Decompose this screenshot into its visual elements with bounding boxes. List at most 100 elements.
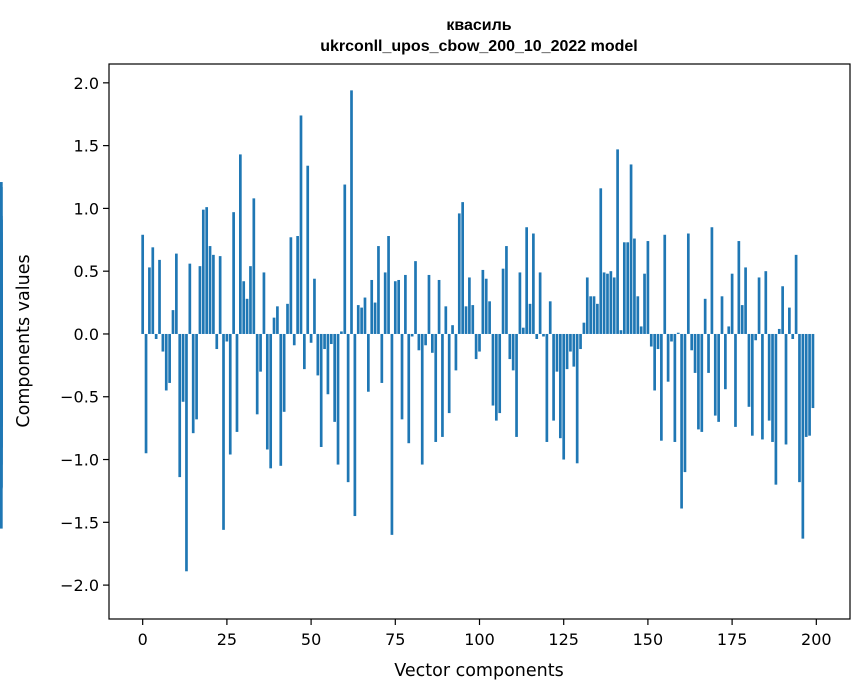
bar xyxy=(754,333,758,341)
bar xyxy=(501,268,505,334)
bar xyxy=(599,188,603,334)
bar xyxy=(626,242,630,334)
bar xyxy=(730,273,734,334)
bar xyxy=(336,333,340,465)
bar xyxy=(154,333,158,339)
bar xyxy=(767,333,771,421)
bar xyxy=(474,333,478,360)
bar xyxy=(225,333,229,342)
bar xyxy=(205,207,209,334)
bar xyxy=(710,227,714,334)
bars-group xyxy=(0,90,815,572)
y-tick-label: 0.5 xyxy=(74,262,99,281)
y-tick-label: 1.0 xyxy=(74,199,99,218)
bar xyxy=(201,209,205,334)
bar xyxy=(656,333,660,350)
bar xyxy=(265,333,269,450)
bar xyxy=(676,332,680,334)
bar xyxy=(703,298,707,334)
bar xyxy=(521,327,525,334)
bar xyxy=(491,333,495,406)
y-tick-label: −1.0 xyxy=(60,451,99,470)
bar xyxy=(545,333,549,442)
x-tick-label: 125 xyxy=(548,630,579,649)
bar xyxy=(494,333,498,421)
bar xyxy=(734,333,737,427)
bar xyxy=(552,333,555,421)
bar xyxy=(585,277,589,334)
bar xyxy=(548,301,552,334)
bar xyxy=(468,277,471,334)
bar xyxy=(350,90,353,334)
bar xyxy=(777,328,781,334)
bar xyxy=(306,165,310,334)
bar xyxy=(811,333,815,409)
bar xyxy=(390,333,394,535)
bar xyxy=(515,333,518,437)
bar xyxy=(737,241,741,334)
bar xyxy=(333,333,337,422)
bar xyxy=(171,310,175,334)
bar xyxy=(319,333,323,447)
bar xyxy=(535,333,539,339)
bar xyxy=(724,333,727,390)
bar xyxy=(670,333,673,342)
bar xyxy=(303,333,306,370)
bar xyxy=(764,271,768,334)
bar xyxy=(693,333,697,373)
bar xyxy=(175,253,178,334)
chart-title: квасиль xyxy=(446,17,511,34)
bar xyxy=(744,267,747,334)
bar xyxy=(484,278,488,334)
x-axis-label: Vector components xyxy=(394,661,563,681)
bar xyxy=(232,212,235,334)
bar xyxy=(528,303,532,334)
bar xyxy=(249,266,252,334)
bar xyxy=(259,333,262,372)
bar xyxy=(569,333,572,352)
bar xyxy=(602,272,606,334)
bar xyxy=(188,263,192,334)
bar xyxy=(141,234,145,334)
bar xyxy=(309,333,313,343)
bar xyxy=(191,333,195,434)
bar xyxy=(208,246,212,334)
bar xyxy=(481,269,485,334)
bar xyxy=(471,305,475,334)
bar xyxy=(464,306,468,334)
bar xyxy=(589,296,592,334)
bar xyxy=(478,333,481,352)
bar xyxy=(582,322,586,334)
bar xyxy=(619,330,623,334)
bar xyxy=(649,333,653,347)
y-tick-label: 1.5 xyxy=(74,137,99,156)
bar xyxy=(771,333,774,442)
bar xyxy=(801,333,805,539)
bar xyxy=(151,247,155,334)
bar xyxy=(353,333,357,517)
bar xyxy=(575,333,579,464)
bar xyxy=(299,115,303,334)
bar xyxy=(592,296,596,334)
bar xyxy=(784,333,788,445)
bar xyxy=(757,277,761,334)
bar xyxy=(804,333,808,437)
bar xyxy=(410,333,414,337)
y-tick-label: 0.0 xyxy=(74,325,99,344)
bar xyxy=(178,333,182,478)
bar xyxy=(639,326,643,334)
bar xyxy=(633,238,636,334)
bar xyxy=(683,333,687,473)
y-tick-label: 2.0 xyxy=(74,74,99,93)
bar xyxy=(579,333,582,350)
bar xyxy=(454,333,458,371)
bar xyxy=(181,333,185,402)
bar xyxy=(323,333,326,350)
x-tick-label: 150 xyxy=(633,630,664,649)
chart-subtitle: ukrconll_upos_cbow_200_10_2022 model xyxy=(320,38,637,55)
bar xyxy=(373,302,377,334)
bar xyxy=(444,306,448,334)
bar xyxy=(158,259,161,334)
bar xyxy=(393,281,397,334)
